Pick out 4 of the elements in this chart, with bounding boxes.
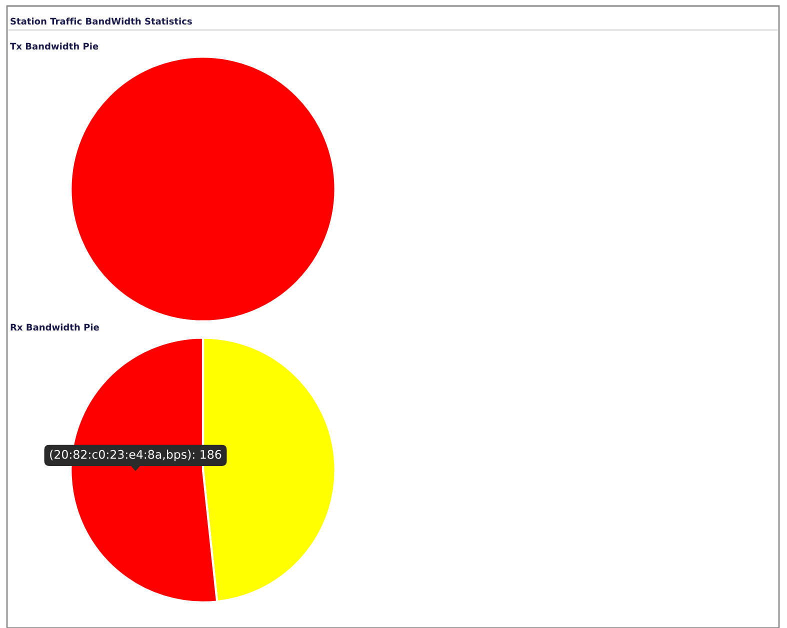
chart-subtitle: Tx Bandwidth Pie: [10, 42, 98, 50]
chart-title: Rx Bandwidth Pie: [10, 324, 99, 331]
text: (20:82:c0:23:e4:8a,bps): 186: [50, 450, 222, 462]
chart-title: Station Traffic BandWidth Statistics: [10, 18, 192, 25]
